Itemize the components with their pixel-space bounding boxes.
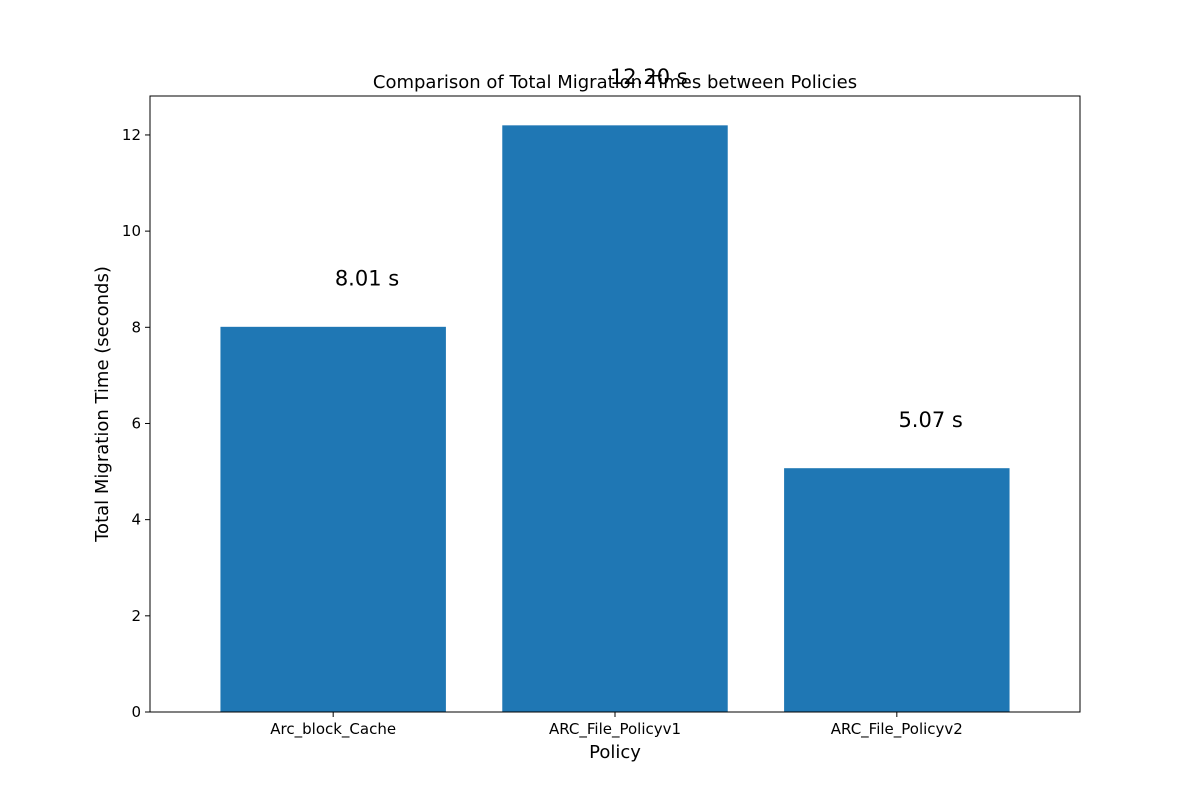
bars-layer — [220, 125, 1010, 713]
y-axis-title: Total Migration Time (seconds) — [92, 266, 113, 543]
y-tick-label-8: 8 — [131, 318, 141, 336]
x-axis-title: Policy — [589, 742, 641, 763]
data-label-ARC_File_Policyv1: 12.20 s — [610, 65, 688, 89]
data-labels-layer: 8.01 s 12.20 s 5.07 s — [335, 65, 963, 432]
bar-ARC_File_Policyv1 — [502, 125, 728, 713]
y-tick-label-10: 10 — [122, 222, 141, 240]
data-label-Arc_block_Cache: 8.01 s — [335, 267, 399, 291]
data-label-ARC_File_Policyv2: 5.07 s — [898, 408, 962, 432]
y-tick-label-2: 2 — [131, 607, 141, 625]
bar-ARC_File_Policyv2 — [784, 468, 1010, 712]
y-tick-label-12: 12 — [122, 126, 141, 144]
y-tick-label-0: 0 — [131, 703, 141, 721]
y-axis: 0 2 4 6 8 10 12 — [122, 126, 150, 721]
x-axis: Arc_block_Cache ARC_File_Policyv1 ARC_File… — [270, 712, 963, 739]
y-tick-label-4: 4 — [131, 511, 141, 529]
chart-title: Comparison of Total Migration Times betw… — [373, 72, 857, 93]
y-tick-label-6: 6 — [131, 414, 141, 432]
x-tick-label-Arc_block_Cache: Arc_block_Cache — [270, 720, 396, 739]
bar-Arc_block_Cache — [220, 326, 446, 712]
x-tick-label-ARC_File_Policyv1: ARC_File_Policyv1 — [549, 720, 681, 739]
x-tick-label-ARC_File_Policyv2: ARC_File_Policyv2 — [831, 720, 963, 739]
